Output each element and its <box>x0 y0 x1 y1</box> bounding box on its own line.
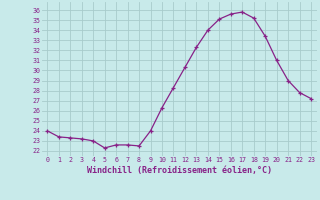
X-axis label: Windchill (Refroidissement éolien,°C): Windchill (Refroidissement éolien,°C) <box>87 166 272 175</box>
